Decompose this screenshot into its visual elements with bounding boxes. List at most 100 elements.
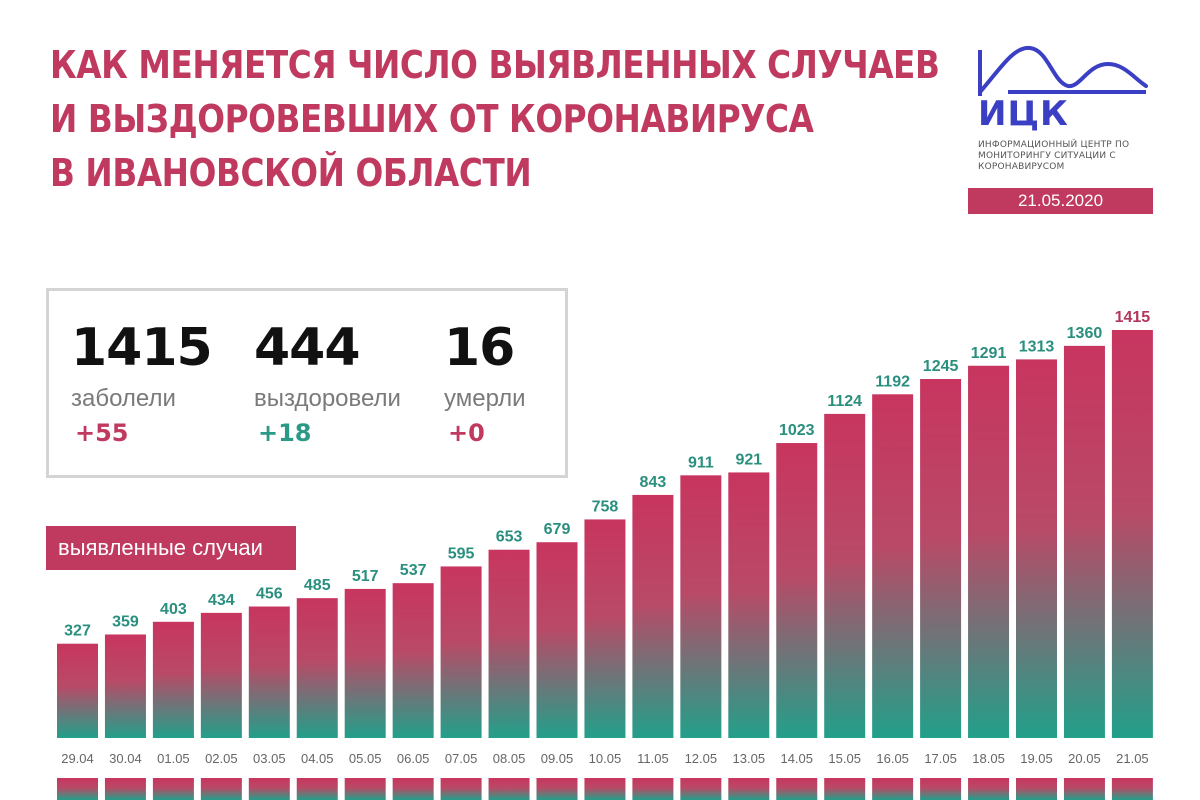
bar-13.05 <box>728 472 770 738</box>
series-label-tag: выявленные случаи <box>46 526 296 570</box>
lower-bar-stub-09.05 <box>536 778 578 800</box>
bar-19.05 <box>1016 359 1057 738</box>
lower-bar-stub-16.05 <box>872 778 914 800</box>
bar-08.05 <box>488 549 530 738</box>
x-tick-21.05: 21.05 <box>1116 751 1149 766</box>
lower-bar-stub-19.05 <box>1016 778 1057 800</box>
lower-bar-stub-17.05 <box>920 778 962 800</box>
x-tick-04.05: 04.05 <box>301 751 334 766</box>
stat-infected-delta: +55 <box>75 419 129 447</box>
data-label-03.05: 456 <box>256 586 283 603</box>
title-line-2: И ВЫЗДОРОВЕВШИХ ОТ КОРОНАВИРУСА <box>50 97 814 141</box>
bar-18.05 <box>968 365 1010 738</box>
x-tick-30.04: 30.04 <box>109 751 142 766</box>
lower-bar-stub-15.05 <box>824 778 866 800</box>
x-tick-16.05: 16.05 <box>876 751 909 766</box>
data-label-01.05: 403 <box>160 601 187 618</box>
x-tick-18.05: 18.05 <box>972 751 1005 766</box>
x-tick-05.05: 05.05 <box>349 751 382 766</box>
lower-bar-stub-08.05 <box>488 778 530 800</box>
wave-logo-icon <box>978 45 1148 96</box>
data-label-12.05: 911 <box>688 454 714 471</box>
bar-16.05 <box>872 394 914 738</box>
stat-recovered: 444 выздоровели +18 <box>254 319 401 447</box>
bar-17.05 <box>920 379 962 738</box>
data-label-19.05: 1313 <box>1019 338 1055 355</box>
bar-14.05 <box>776 443 818 738</box>
data-label-11.05: 843 <box>640 474 667 491</box>
lower-bar-stub-14.05 <box>776 778 818 800</box>
x-tick-09.05: 09.05 <box>541 751 574 766</box>
x-tick-10.05: 10.05 <box>589 751 622 766</box>
bar-10.05 <box>584 519 626 738</box>
stat-recovered-value: 444 <box>254 318 361 378</box>
lower-bar-stub-30.04 <box>104 778 146 800</box>
data-label-30.04: 359 <box>112 613 139 630</box>
x-tick-06.05: 06.05 <box>397 751 430 766</box>
stat-recovered-label: выздоровели <box>254 385 401 412</box>
bar-01.05 <box>152 621 194 738</box>
lower-bar-stub-02.05 <box>200 778 242 800</box>
bar-03.05 <box>248 606 290 738</box>
report-date-badge: 21.05.2020 <box>968 188 1153 214</box>
x-tick-17.05: 17.05 <box>924 751 957 766</box>
title-line-3: В ИВАНОВСКОЙ ОБЛАСТИ <box>50 151 532 195</box>
stat-deaths-label: умерли <box>444 385 526 412</box>
x-tick-02.05: 02.05 <box>205 751 238 766</box>
lower-bar-stub-10.05 <box>584 778 626 800</box>
data-label-14.05: 1023 <box>779 422 815 439</box>
x-tick-12.05: 12.05 <box>685 751 718 766</box>
data-label-15.05: 1124 <box>827 393 862 410</box>
x-tick-29.04: 29.04 <box>61 751 94 766</box>
lower-bar-stub-06.05 <box>392 778 434 800</box>
x-tick-11.05: 11.05 <box>637 751 669 766</box>
data-label-16.05: 1192 <box>875 373 910 390</box>
cases-bar-chart: 327 29.04 359 30.04 403 01.05 434 02.05 456 03.05… <box>57 309 1153 800</box>
data-label-18.05: 1291 <box>971 345 1007 362</box>
lower-bar-stub-18.05 <box>968 778 1010 800</box>
x-tick-08.05: 08.05 <box>493 751 526 766</box>
lower-bar-stub-01.05 <box>152 778 194 800</box>
bar-15.05 <box>824 413 866 738</box>
stat-deaths-delta: +0 <box>448 419 485 447</box>
data-label-02.05: 434 <box>208 592 235 609</box>
x-tick-14.05: 14.05 <box>780 751 813 766</box>
bar-05.05 <box>344 588 386 738</box>
data-label-09.05: 679 <box>544 521 571 538</box>
data-label-21.05: 1415 <box>1115 309 1151 326</box>
data-label-08.05: 653 <box>496 529 523 546</box>
chart-title: КАК МЕНЯЕТСЯ ЧИСЛО ВЫЯВЛЕННЫХ СЛУЧАЕВ И … <box>50 38 940 200</box>
lower-bar-stub-20.05 <box>1063 778 1105 800</box>
lower-bar-stub-12.05 <box>680 778 722 800</box>
itsk-logo: ИЦК ИНФОРМАЦИОННЫЙ ЦЕНТР ПО МОНИТОРИНГУ … <box>968 42 1153 214</box>
data-label-05.05: 517 <box>352 568 379 585</box>
data-label-17.05: 1245 <box>923 358 959 375</box>
stat-infected-value: 1415 <box>71 318 213 378</box>
x-tick-20.05: 20.05 <box>1068 751 1101 766</box>
x-tick-01.05: 01.05 <box>157 751 190 766</box>
data-label-06.05: 537 <box>400 562 427 579</box>
title-line-1: КАК МЕНЯЕТСЯ ЧИСЛО ВЫЯВЛЕННЫХ СЛУЧАЕВ <box>50 43 940 87</box>
x-tick-15.05: 15.05 <box>828 751 861 766</box>
bar-09.05 <box>536 542 578 738</box>
data-label-07.05: 595 <box>448 545 475 562</box>
data-label-29.04: 327 <box>64 623 91 640</box>
data-label-20.05: 1360 <box>1067 325 1103 342</box>
lower-bar-stub-13.05 <box>728 778 770 800</box>
data-label-13.05: 921 <box>735 451 762 468</box>
data-label-10.05: 758 <box>592 498 619 515</box>
bar-04.05 <box>296 598 338 738</box>
lower-bar-stub-11.05 <box>632 778 674 800</box>
bar-11.05 <box>632 494 674 738</box>
stat-infected: 1415 заболели +55 <box>71 318 213 447</box>
summary-stats-box: 1415 заболели +55 444 выздоровели +18 16… <box>46 288 568 478</box>
stat-infected-label: заболели <box>71 385 176 412</box>
stat-deaths-value: 16 <box>444 318 515 378</box>
lower-bar-stub-04.05 <box>296 778 338 800</box>
logo-abbreviation: ИЦК <box>978 94 1069 134</box>
data-label-04.05: 485 <box>304 577 331 594</box>
lower-bar-stub-05.05 <box>344 778 386 800</box>
lower-bar-stub-29.04 <box>57 778 98 800</box>
bar-20.05 <box>1063 345 1105 738</box>
bar-21.05 <box>1111 330 1153 738</box>
